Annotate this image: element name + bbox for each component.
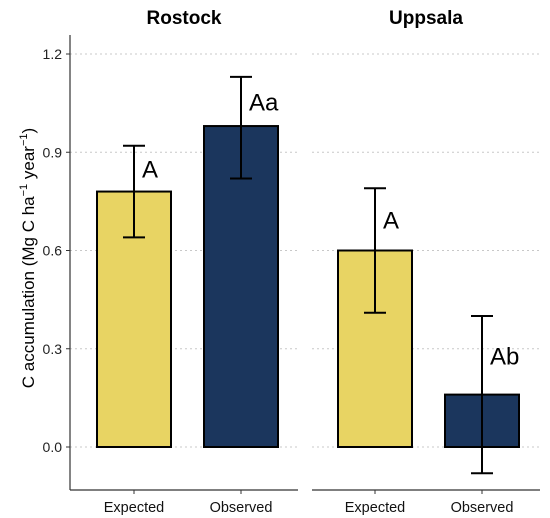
y-tick-label: 1.2 xyxy=(43,46,63,62)
data-label: Ab xyxy=(490,343,519,370)
bars xyxy=(96,125,520,449)
x-tick-label: Observed xyxy=(210,500,273,516)
error-bar xyxy=(230,75,252,180)
y-tick-label: 0.6 xyxy=(43,243,63,259)
y-tick-label: 0.0 xyxy=(43,439,63,455)
x-tick-label: Expected xyxy=(345,500,405,516)
y-tick-label: 0.3 xyxy=(43,341,63,357)
panel-title: Uppsala xyxy=(389,8,463,29)
panel-titles: Rostock Uppsala xyxy=(147,8,464,29)
data-labels: A Aa A Ab xyxy=(142,89,519,370)
x-tick-label: Expected xyxy=(104,500,164,516)
data-label: A xyxy=(383,207,399,234)
data-label: Aa xyxy=(249,89,279,116)
error-bars xyxy=(123,75,493,475)
panel-title: Rostock xyxy=(147,8,222,29)
y-axis-title: C accumulation (Mg C ha−1 year−1) xyxy=(18,128,38,388)
error-bar xyxy=(123,144,145,239)
error-bar xyxy=(471,315,493,475)
bar-rostock-observed xyxy=(203,125,279,449)
error-bar xyxy=(364,187,386,314)
y-tick-label: 0.9 xyxy=(43,144,63,160)
x-tick-label: Observed xyxy=(451,500,514,516)
data-label: A xyxy=(142,157,158,184)
axes: Expected Observed Expected Observed 0.0 0.3 0.… xyxy=(43,35,540,516)
